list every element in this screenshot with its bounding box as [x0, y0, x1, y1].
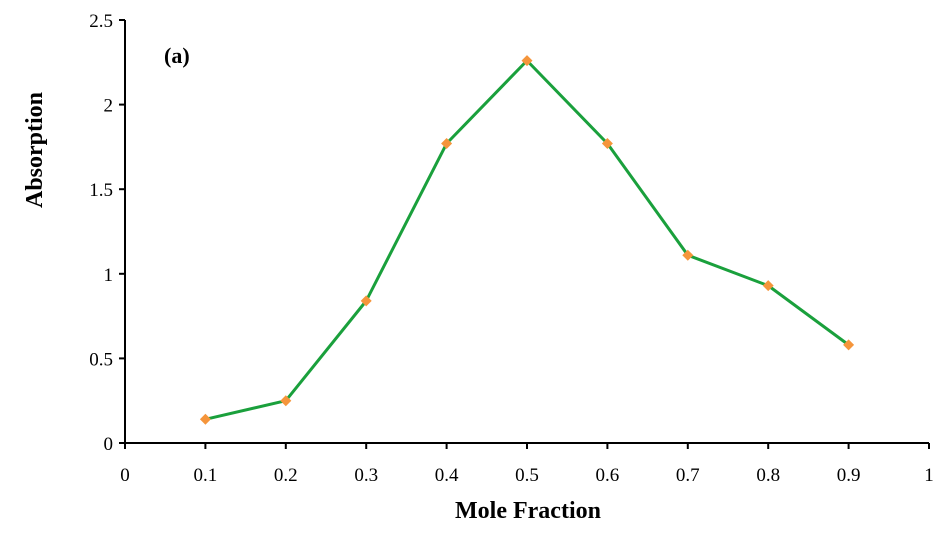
- x-tick-label: 0.1: [194, 465, 218, 486]
- y-tick-label: 2.5: [89, 11, 113, 32]
- x-tick-label: 0.8: [756, 465, 780, 486]
- y-ticks: 0 0.5 1 1.5 2 2.5: [89, 11, 125, 455]
- y-tick-label: 1.5: [89, 180, 113, 201]
- series-line: [205, 59, 850, 421]
- data-point-marker: [843, 339, 855, 351]
- x-tick-label: 0.3: [354, 465, 378, 486]
- x-ticks: 0 0.1 0.2 0.3 0.4 0.5 0.6 0.7 0.8 0.9 1: [120, 443, 934, 486]
- x-tick-label: 0.7: [676, 465, 700, 486]
- x-tick-label: 0.5: [515, 465, 539, 486]
- x-axis-title: Mole Fraction: [455, 498, 601, 524]
- y-tick-label: 2: [104, 96, 114, 117]
- data-point-marker: [360, 295, 372, 307]
- data-point-marker: [682, 249, 694, 261]
- x-tick-label: 0.2: [274, 465, 298, 486]
- data-point-marker: [762, 280, 774, 292]
- data-point-marker: [199, 413, 211, 425]
- y-axis-title: Absorption: [22, 92, 48, 208]
- y-tick-label: 0.5: [89, 349, 113, 370]
- series-group: [199, 55, 855, 425]
- data-point-marker: [601, 138, 613, 150]
- data-point-marker: [441, 138, 453, 150]
- data-point-marker: [280, 395, 292, 407]
- x-tick-label: 0: [120, 465, 130, 486]
- y-tick-label: 0: [104, 434, 114, 455]
- x-tick-label: 0.9: [837, 465, 861, 486]
- panel-label: (a): [164, 43, 190, 68]
- data-point-marker: [521, 55, 533, 67]
- x-tick-label: 0.6: [596, 465, 620, 486]
- x-tick-label: 1: [924, 465, 934, 486]
- y-tick-label: 1: [104, 265, 114, 286]
- x-tick-label: 0.4: [435, 465, 459, 486]
